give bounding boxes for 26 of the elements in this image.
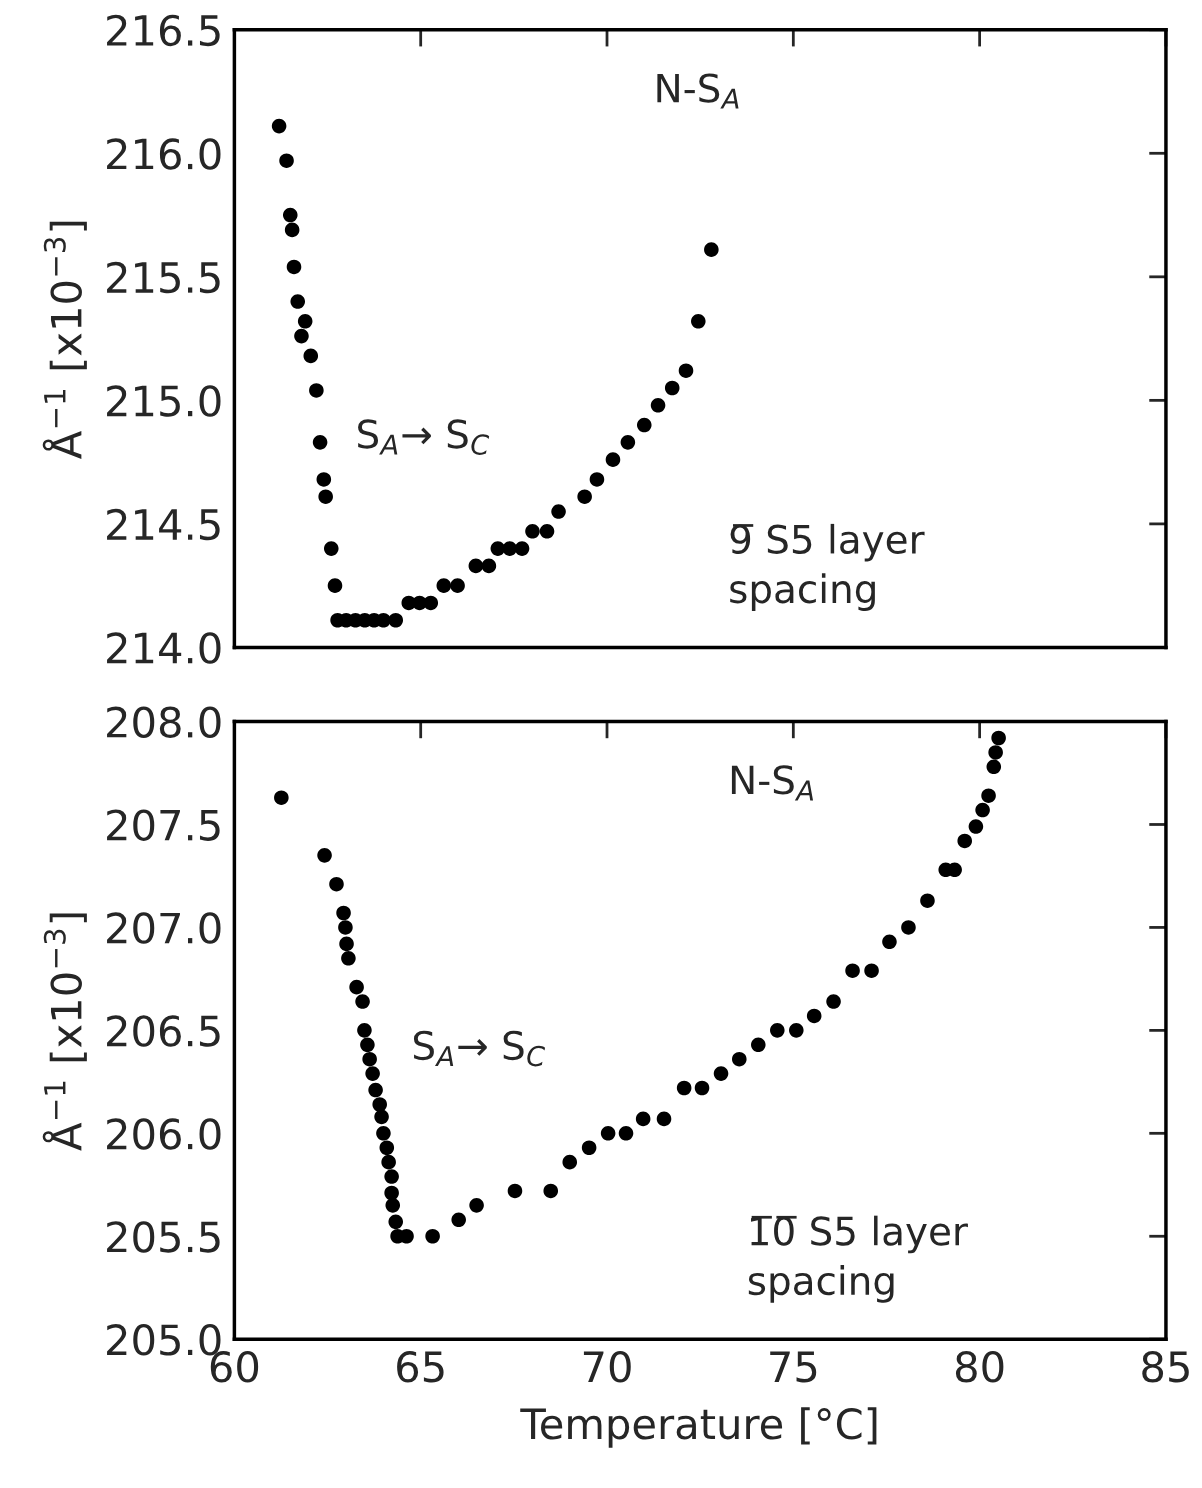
- annotation: N-S$_{A}$: [731, 765, 814, 801]
- y-tick-label: 216.5: [107, 14, 220, 47]
- x-tick-label: 65: [397, 1351, 444, 1383]
- y-tick-label: 216.0: [107, 138, 221, 170]
- y-tick-label: 206.0: [107, 1118, 221, 1150]
- y-axis-title: Å$^{−1}$ [x10$^{−3}$]: [42, 221, 87, 459]
- annotation: N-S$_{A}$: [657, 73, 739, 109]
- y-tick-label: 205.5: [107, 1221, 220, 1253]
- x-tick-label: 85: [1142, 1351, 1189, 1383]
- y-axis-title: Å$^{−1}$ [x10$^{−3}$]: [42, 913, 87, 1151]
- x-axis-title: Temperature [°C]: [520, 1407, 877, 1448]
- x-tick-label: 70: [583, 1351, 631, 1383]
- y-tick-label: 215.0: [107, 385, 221, 417]
- annotation: 1̅0̅ S5 layer spacing: [748, 1215, 968, 1303]
- annotation: 9̅ S5 layer spacing: [730, 523, 925, 611]
- y-tick-label: 215.5: [107, 261, 220, 294]
- y-tick-label: 208.0: [107, 706, 221, 738]
- y-tick-label: 207.0: [107, 912, 221, 944]
- y-tick-label: 206.5: [107, 1015, 220, 1047]
- x-tick-label: 75: [770, 1351, 817, 1383]
- y-tick-label: 214.0: [107, 632, 221, 664]
- x-tick-label: 80: [955, 1351, 1004, 1383]
- annotation: S$_{A}$→ S$_{C}$: [413, 1030, 546, 1067]
- y-tick-label: 207.5: [107, 809, 220, 841]
- y-tick-label: 214.5: [107, 508, 220, 541]
- annotation: S$_{A}$→ S$_{C}$: [358, 419, 490, 455]
